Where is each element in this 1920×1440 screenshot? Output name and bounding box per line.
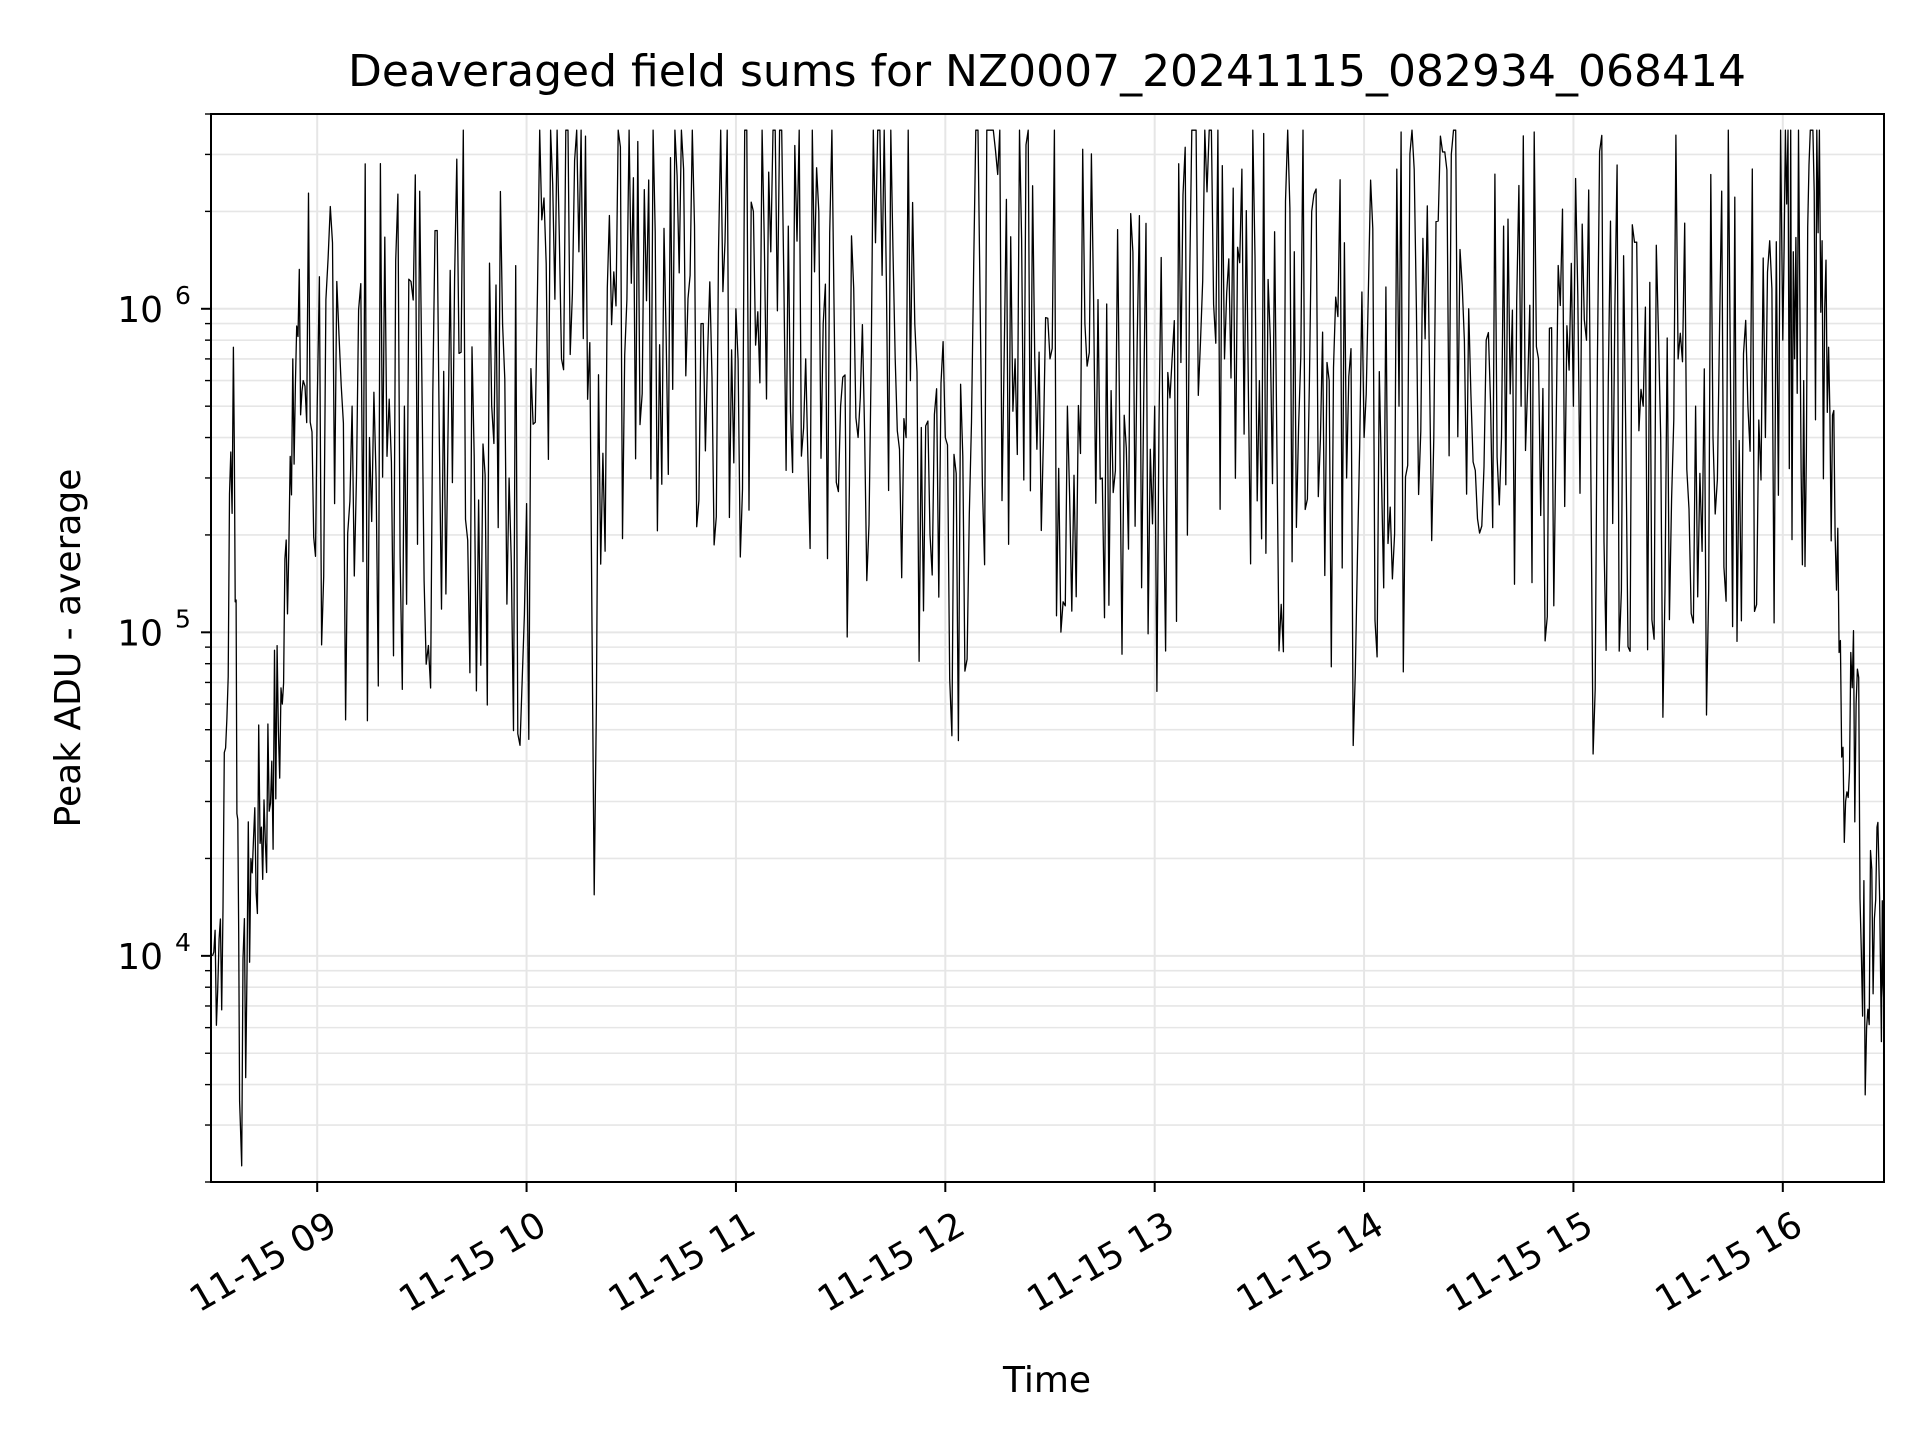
x-tick-label: 11-15 11 xyxy=(602,1204,763,1320)
y-tick-exponent: 5 xyxy=(175,604,191,633)
x-tick-label: 11-15 10 xyxy=(392,1204,553,1320)
x-tick-label: 11-15 14 xyxy=(1230,1204,1391,1320)
y-tick-label: 10 xyxy=(117,937,163,978)
y-axis-label: Peak ADU - average xyxy=(48,469,89,828)
series-line xyxy=(211,129,1885,1167)
x-tick-label: 11-15 13 xyxy=(1021,1204,1182,1320)
minor-gridlines xyxy=(211,113,1884,1183)
x-tick-label: 11-15 12 xyxy=(811,1204,972,1320)
x-axis-label: Time xyxy=(1002,1360,1091,1401)
x-tick-label: 11-15 09 xyxy=(183,1204,344,1320)
axis-ticks: 10 4 10 5 10 6 11-15 09 11-15 10 11-15 11 11-15 1… xyxy=(117,113,1810,1321)
x-tick-label: 11-15 16 xyxy=(1649,1204,1810,1320)
plot-frame xyxy=(210,113,1885,1183)
y-tick-label: 10 xyxy=(117,613,163,654)
y-tick-exponent: 6 xyxy=(175,281,191,310)
y-tick-label: 10 xyxy=(117,290,163,331)
x-tick-label: 11-15 15 xyxy=(1439,1204,1600,1320)
y-tick-exponent: 4 xyxy=(175,928,191,957)
chart-title: Deaveraged field sums for NZ0007_2024111… xyxy=(348,46,1746,97)
